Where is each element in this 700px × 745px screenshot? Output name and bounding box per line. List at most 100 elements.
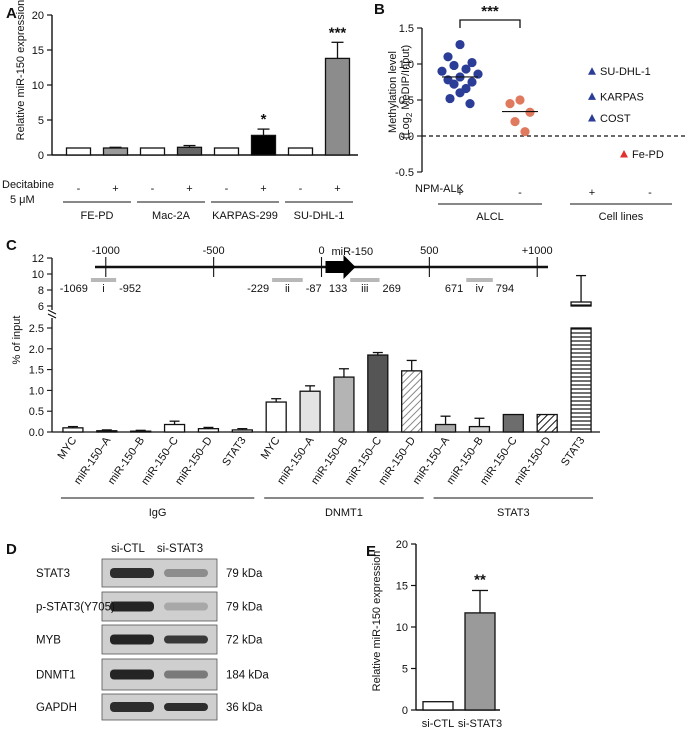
panel-c-bar (570, 327, 592, 433)
panel-c-group-label: DNMT1 (325, 507, 363, 519)
panel-c-bar (163, 423, 186, 433)
panel-e-bar (464, 612, 496, 711)
panel-d-western-blot: si-CTL si-STAT3 STAT3 79 kDa p-STAT3(Y705) 79… (36, 543, 269, 721)
panel-c-ytick-label: 6 (38, 301, 44, 313)
panel-b-data-point (467, 77, 477, 87)
panel-c-amplicon-start: -1069 (60, 283, 88, 295)
panel-c-amplicon-start: 671 (445, 283, 463, 295)
panel-c-group-label: STAT3 (497, 507, 530, 519)
panel-a-group-label: KARPAS-299 (212, 210, 278, 222)
panel-a-treatment-sign: + (260, 183, 266, 195)
panel-c-ytick-label: 2.0 (29, 344, 44, 356)
panel-b-ytick-label: 0.5 (399, 95, 414, 107)
panel-b-scatter-plot: Methylation level (Log2 MeDIP/Input) NPM… (387, 3, 688, 223)
blot-protein-label: MYB (36, 635, 61, 647)
blot-band-left (110, 702, 154, 712)
blot-band-left (110, 568, 154, 578)
panel-a-group-label: FE-PD (81, 210, 114, 222)
panel-b-significance-bracket (459, 19, 521, 28)
panel-a-treatment-sign: - (225, 183, 229, 195)
panel-b-npm-alk-sign: + (457, 187, 463, 199)
panel-c-ytick-label: 12 (32, 253, 44, 265)
panel-b-legend-marker (620, 150, 628, 158)
panel-c-amplicon-roman: iv (476, 283, 484, 295)
panel-e-bar (422, 701, 454, 711)
panel-c-gene-arrow-icon (325, 255, 356, 279)
panel-b-ylabel-units: (Log2 MeDIP/Input) (400, 45, 414, 139)
panel-label-d: D (6, 541, 17, 558)
panel-b-ytick-label: 1.0 (399, 59, 414, 71)
panel-c-map-tick-label: 0 (318, 245, 324, 257)
blot-size-label: 36 kDa (226, 702, 263, 714)
panel-b-group-label: ALCL (476, 211, 504, 223)
blot-size-label: 79 kDa (226, 568, 263, 580)
panel-a-treatment-dose: 5 μM (10, 194, 35, 206)
panel-a-treatment-sign: - (299, 183, 303, 195)
panel-a-treatment-sign: - (77, 183, 81, 195)
panel-c-amplicon (272, 278, 303, 282)
panel-c-bar (231, 429, 253, 433)
panel-e-category-label: si-STAT3 (458, 718, 502, 730)
panel-b-legend-marker (588, 114, 596, 122)
blot-protein-label: DNMT1 (36, 670, 76, 682)
panel-a-group-label: SU-DHL-1 (294, 210, 345, 222)
panel-c-category-label: STAT3 (220, 435, 249, 469)
panel-b-legend-label: Fe-PD (632, 149, 664, 161)
blot-band-left (110, 634, 154, 645)
panel-b-data-point (455, 88, 465, 98)
panel-e-ytick-label: 15 (396, 581, 408, 593)
panel-c-bar (62, 427, 84, 433)
panel-b-legend-label: COST (600, 113, 631, 125)
panel-c-bar (468, 425, 491, 433)
blot-column-label: si-CTL (111, 543, 145, 555)
panel-a-group-label: Mac-2A (152, 210, 191, 222)
panel-b-ylabel-units-close: MeDIP/Input) (400, 45, 412, 113)
panel-c-map-tick-label: +1000 (522, 245, 553, 257)
blot-protein-label: p-STAT3(Y705) (36, 602, 115, 614)
panel-e-ytick-label: 10 (396, 622, 408, 634)
panel-c-bar (299, 390, 321, 433)
panel-b-data-point (515, 95, 525, 105)
panel-c-bar (265, 401, 287, 433)
panel-b-data-point (473, 69, 483, 79)
panel-label-a: A (6, 5, 17, 22)
panel-a-ylabel: Relative miR-150 expression (15, 0, 27, 140)
panel-a-treatment-sign: + (112, 183, 118, 195)
panel-a-bar (65, 147, 92, 156)
panel-b-data-point (443, 52, 453, 62)
panel-c-bar (401, 370, 423, 433)
panel-c-ylabel: % of input (11, 316, 23, 365)
panel-b-ylabel: Methylation level (387, 51, 399, 133)
panel-b-ylabel-units-subscript: 2 (405, 112, 414, 117)
panel-label-e: E (366, 543, 376, 560)
panel-a-treatment-sign: + (334, 183, 340, 195)
panel-b-data-point (505, 99, 515, 109)
blot-size-label: 72 kDa (226, 635, 263, 647)
panel-a-treatment-sign: + (186, 183, 192, 195)
panel-a-ytick-label: 20 (32, 10, 44, 22)
panel-c-group-label: IgG (149, 507, 167, 519)
panel-a-bar (287, 147, 314, 156)
panel-c-bar (96, 430, 118, 433)
panel-a-treatment-sign: - (151, 183, 155, 195)
panel-c-amplicon (350, 278, 380, 282)
panel-a-bar (324, 57, 351, 156)
panel-c-amplicon-end: -87 (306, 283, 322, 295)
panel-a-ytick-label: 10 (32, 80, 44, 92)
panel-c-bar (502, 413, 524, 433)
blot-band-right (164, 569, 208, 577)
blot-band-right (164, 602, 208, 611)
panel-b-data-point (437, 66, 447, 76)
panel-c-bar-upper (570, 301, 592, 307)
panel-b-group-label: Cell lines (599, 211, 644, 223)
panel-b-data-point (465, 99, 475, 109)
panel-b-legend-marker (588, 92, 596, 100)
panel-b-npm-alk-label: NPM-ALK (415, 183, 465, 195)
panel-b-significance: *** (481, 3, 499, 20)
panel-a-treatment-label: Decitabine (2, 179, 54, 191)
panel-b-ytick-label: 1.5 (399, 23, 414, 35)
panel-c-amplicon-roman: ii (285, 283, 290, 295)
panel-c-ytick-label: 8 (38, 285, 44, 297)
blot-band-right (164, 635, 208, 644)
